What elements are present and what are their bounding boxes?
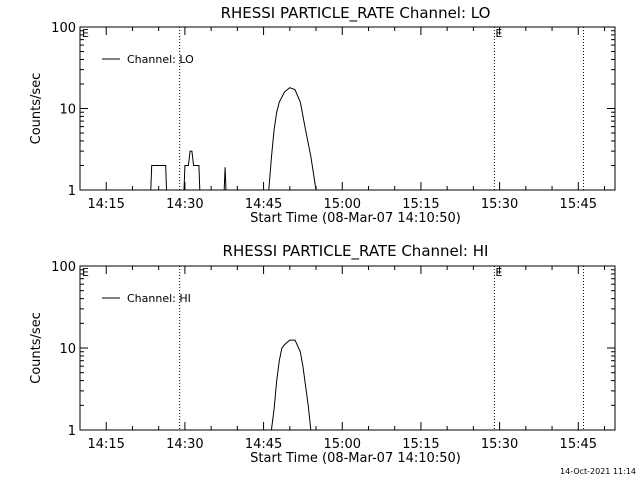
y-axis-label: Counts/sec (29, 73, 44, 145)
y-tick-label: 100 (51, 21, 76, 36)
corner-label: E (82, 27, 89, 40)
timestamp-label: 14-Oct-2021 11:14 (560, 467, 636, 476)
y-tick-label: 100 (51, 260, 76, 275)
x-tick-label: 14:30 (166, 197, 203, 212)
legend-entry: Channel: LO (127, 53, 194, 66)
x-tick-label: 15:00 (324, 197, 361, 212)
chart-panel-lo: RHESSI PARTICLE_RATE Channel: LO 14:15 14:… (29, 4, 616, 226)
x-tick-label: 15:30 (481, 197, 518, 212)
x-tick-label: 14:45 (245, 437, 282, 452)
chart-title: RHESSI PARTICLE_RATE Channel: HI (223, 242, 489, 261)
x-tick-label: 14:45 (245, 197, 282, 212)
x-tick-label: 15:45 (560, 197, 597, 212)
x-tick-label: 15:15 (402, 437, 439, 452)
data-series-line (150, 87, 317, 191)
x-tick-label: 15:00 (324, 437, 361, 452)
data-series-line (270, 339, 312, 431)
event-label: E (495, 27, 502, 40)
x-tick-label: 15:15 (402, 197, 439, 212)
y-axis-label: Counts/sec (29, 312, 44, 384)
y-tick-label: 1 (68, 424, 76, 439)
legend-entry: Channel: HI (127, 292, 191, 305)
chart-panel-hi: RHESSI PARTICLE_RATE Channel: HI 14:15 14:… (29, 242, 616, 466)
event-label: E (495, 266, 502, 279)
x-axis-label: Start Time (08-Mar-07 14:10:50) (250, 211, 461, 226)
corner-label: E (82, 266, 89, 279)
x-tick-label: 14:15 (87, 437, 124, 452)
plot-frame (79, 265, 616, 431)
x-tick-label: 14:15 (87, 197, 124, 212)
x-tick-label: 15:30 (481, 437, 518, 452)
x-tick-label: 15:45 (560, 437, 597, 452)
y-tick-label: 1 (68, 184, 76, 199)
x-tick-label: 14:30 (166, 437, 203, 452)
y-tick-label: 10 (59, 342, 76, 357)
x-axis-label: Start Time (08-Mar-07 14:10:50) (250, 451, 461, 466)
chart-title: RHESSI PARTICLE_RATE Channel: LO (221, 4, 491, 23)
y-tick-label: 10 (59, 103, 76, 118)
